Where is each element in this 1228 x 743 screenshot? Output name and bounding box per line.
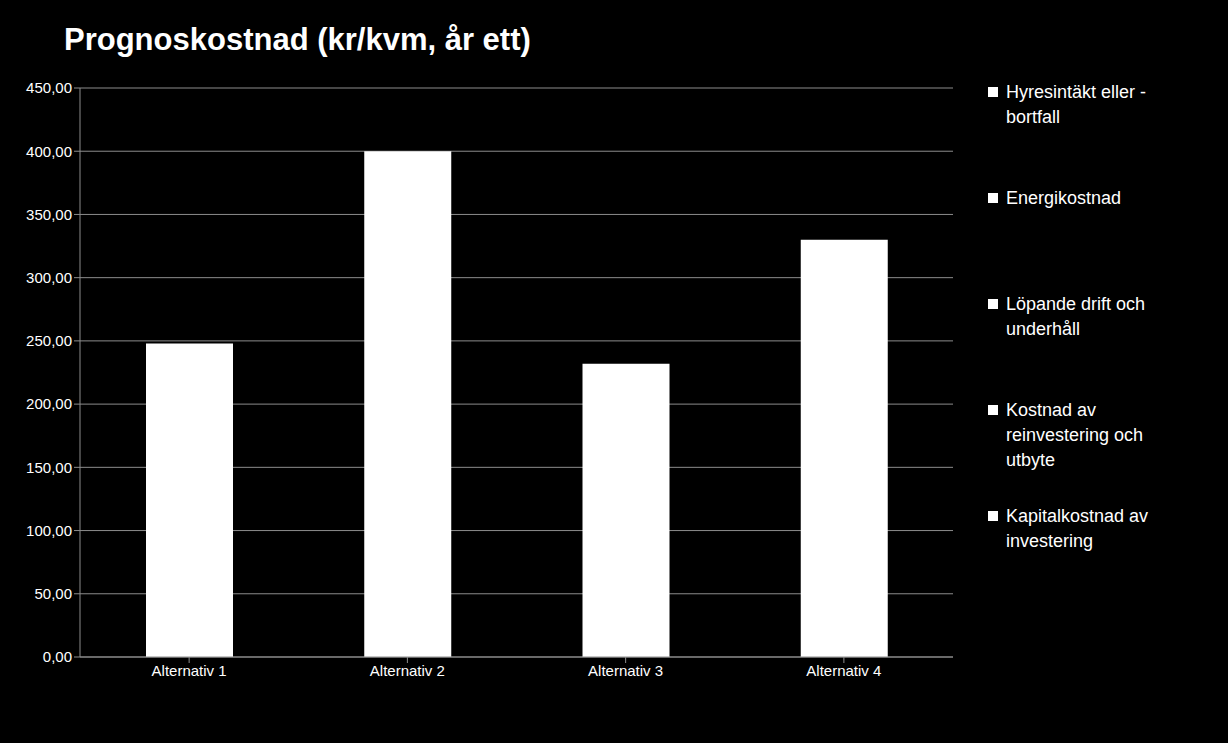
svg-text:0,00: 0,00 bbox=[43, 648, 72, 665]
svg-text:300,00: 300,00 bbox=[26, 269, 72, 286]
svg-text:150,00: 150,00 bbox=[26, 459, 72, 476]
svg-text:Alternativ 1: Alternativ 1 bbox=[152, 662, 227, 679]
svg-text:Alternativ 2: Alternativ 2 bbox=[370, 662, 445, 679]
html-text:Kapitalkostnad av investering: Kapitalkostnad av investering bbox=[1006, 506, 1149, 551]
html-text:Kostnad av reinvestering och u: Kostnad av reinvestering och utbyte bbox=[1006, 400, 1144, 470]
svg-text:400,00: 400,00 bbox=[26, 143, 72, 160]
html-text:Löpande drift och underhåll: Löpande drift och underhåll bbox=[1006, 294, 1146, 339]
svg-text:200,00: 200,00 bbox=[26, 395, 72, 412]
html-text:Hyresintäkt eller -bortfall: Hyresintäkt eller -bortfall bbox=[1006, 82, 1146, 127]
html-text:Energikostnad: Energikostnad bbox=[1006, 188, 1122, 208]
svg-text:50,00: 50,00 bbox=[34, 585, 72, 602]
svg-text:Alternativ 4: Alternativ 4 bbox=[806, 662, 881, 679]
svg-text:450,00: 450,00 bbox=[26, 79, 72, 96]
svg-text:350,00: 350,00 bbox=[26, 206, 72, 223]
svg-text:250,00: 250,00 bbox=[26, 332, 72, 349]
html-text:Prognoskostnad (kr/kvm, år ett: Prognoskostnad (kr/kvm, år ett) bbox=[64, 22, 531, 57]
svg-text:100,00: 100,00 bbox=[26, 522, 72, 539]
svg-text:Alternativ 3: Alternativ 3 bbox=[588, 662, 663, 679]
